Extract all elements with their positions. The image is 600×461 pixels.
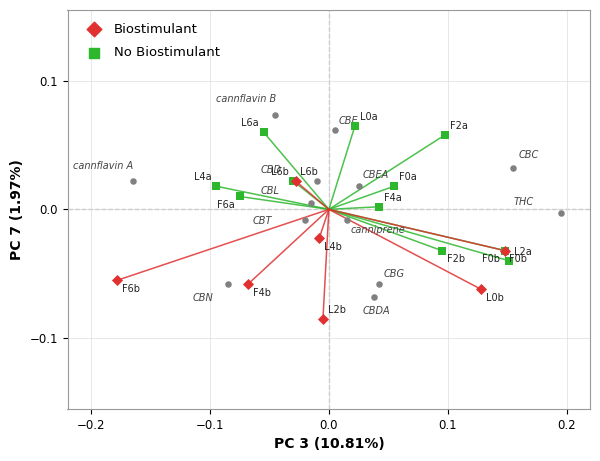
Text: F4a: F4a (383, 193, 401, 203)
Point (113, 277, 122, 284)
Point (508, 165, 518, 172)
Point (314, 234, 324, 242)
Text: CBE: CBE (338, 116, 358, 126)
Point (271, 112, 280, 119)
Text: THC: THC (513, 197, 533, 207)
Legend: Biostimulant, No Biostimulant: Biostimulant, No Biostimulant (74, 16, 226, 66)
Point (301, 216, 310, 223)
Point (350, 122, 360, 130)
Point (259, 129, 268, 136)
Point (318, 315, 328, 323)
Text: F0b: F0b (482, 254, 500, 265)
Point (128, 177, 137, 185)
Point (330, 126, 340, 133)
Text: L4a: L4a (194, 172, 211, 182)
Point (354, 183, 364, 190)
Text: CBD: CBD (260, 165, 281, 175)
Text: cannflavin A: cannflavin A (73, 161, 134, 171)
Text: F6a: F6a (217, 201, 235, 210)
Point (223, 280, 233, 288)
Text: F0b: F0b (509, 254, 527, 265)
Text: L2b: L2b (328, 305, 346, 315)
Text: CBG: CBG (383, 269, 404, 279)
Point (235, 193, 245, 200)
Text: F2b: F2b (446, 254, 464, 265)
X-axis label: PC 3 (10.81%): PC 3 (10.81%) (274, 437, 384, 451)
Point (389, 183, 399, 190)
Text: CBT: CBT (253, 216, 272, 226)
Text: CBDA: CBDA (362, 306, 390, 316)
Y-axis label: PC 7 (1.97%): PC 7 (1.97%) (10, 159, 24, 260)
Text: CBN: CBN (192, 293, 213, 303)
Text: F4b: F4b (253, 288, 271, 298)
Text: L6a: L6a (241, 118, 259, 128)
Point (556, 210, 565, 217)
Point (476, 285, 486, 293)
Point (211, 183, 221, 190)
Point (374, 203, 383, 211)
Point (505, 257, 514, 265)
Text: F6b: F6b (122, 284, 140, 294)
Point (369, 293, 379, 301)
Text: L0a: L0a (360, 112, 377, 122)
Text: L6b: L6b (301, 167, 318, 177)
Point (374, 280, 383, 288)
Text: canniprene: canniprene (350, 225, 405, 235)
Point (440, 131, 450, 138)
Text: CBL: CBL (260, 187, 279, 196)
Point (289, 177, 298, 185)
Point (243, 280, 253, 288)
Point (312, 177, 322, 185)
Text: F0a: F0a (399, 172, 417, 182)
Point (306, 199, 316, 207)
Point (342, 216, 352, 223)
Point (437, 247, 446, 254)
Text: F2a: F2a (450, 121, 468, 131)
Text: CBC: CBC (519, 150, 539, 160)
Text: CBEA: CBEA (362, 170, 388, 180)
Text: L4b: L4b (324, 242, 342, 252)
Text: cannflavin B: cannflavin B (216, 94, 276, 104)
Text: L6b: L6b (271, 167, 289, 177)
Point (500, 247, 509, 254)
Point (291, 177, 301, 185)
Point (500, 247, 509, 254)
Text: L2a: L2a (514, 247, 532, 257)
Text: L0b: L0b (486, 293, 503, 303)
